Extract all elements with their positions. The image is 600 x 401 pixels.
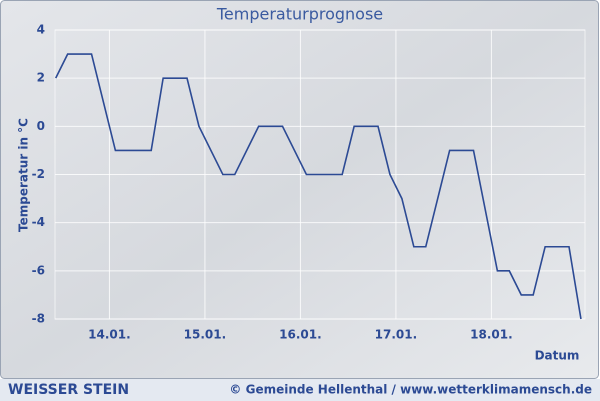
chart-title: Temperaturprognose (216, 5, 383, 24)
x-tick-label: 15.01. (184, 328, 227, 342)
footer-station: WEISSER STEIN (8, 382, 129, 398)
x-tick-label: 17.01. (375, 328, 418, 342)
y-tick-label: 4 (37, 23, 45, 37)
footer-bar (0, 379, 600, 401)
y-tick-label: -8 (32, 312, 45, 326)
footer-credit: © Gemeinde Hellenthal / www.wetterklimam… (229, 383, 592, 397)
x-axis-label: Datum (535, 349, 580, 363)
y-tick-label: -6 (32, 263, 45, 277)
y-tick-label: 2 (37, 71, 45, 85)
y-tick-label: -2 (32, 167, 45, 181)
x-tick-label: 18.01. (470, 328, 513, 342)
y-tick-label: 0 (37, 119, 45, 133)
temperature-line (54, 53, 582, 320)
y-tick-label: -4 (32, 215, 45, 229)
y-axis-label: Temperatur in °C (17, 118, 31, 232)
plot-frame (54, 29, 586, 320)
chart-background (0, 0, 599, 379)
x-tick-label: 14.01. (88, 328, 131, 342)
x-tick-label: 16.01. (279, 328, 322, 342)
